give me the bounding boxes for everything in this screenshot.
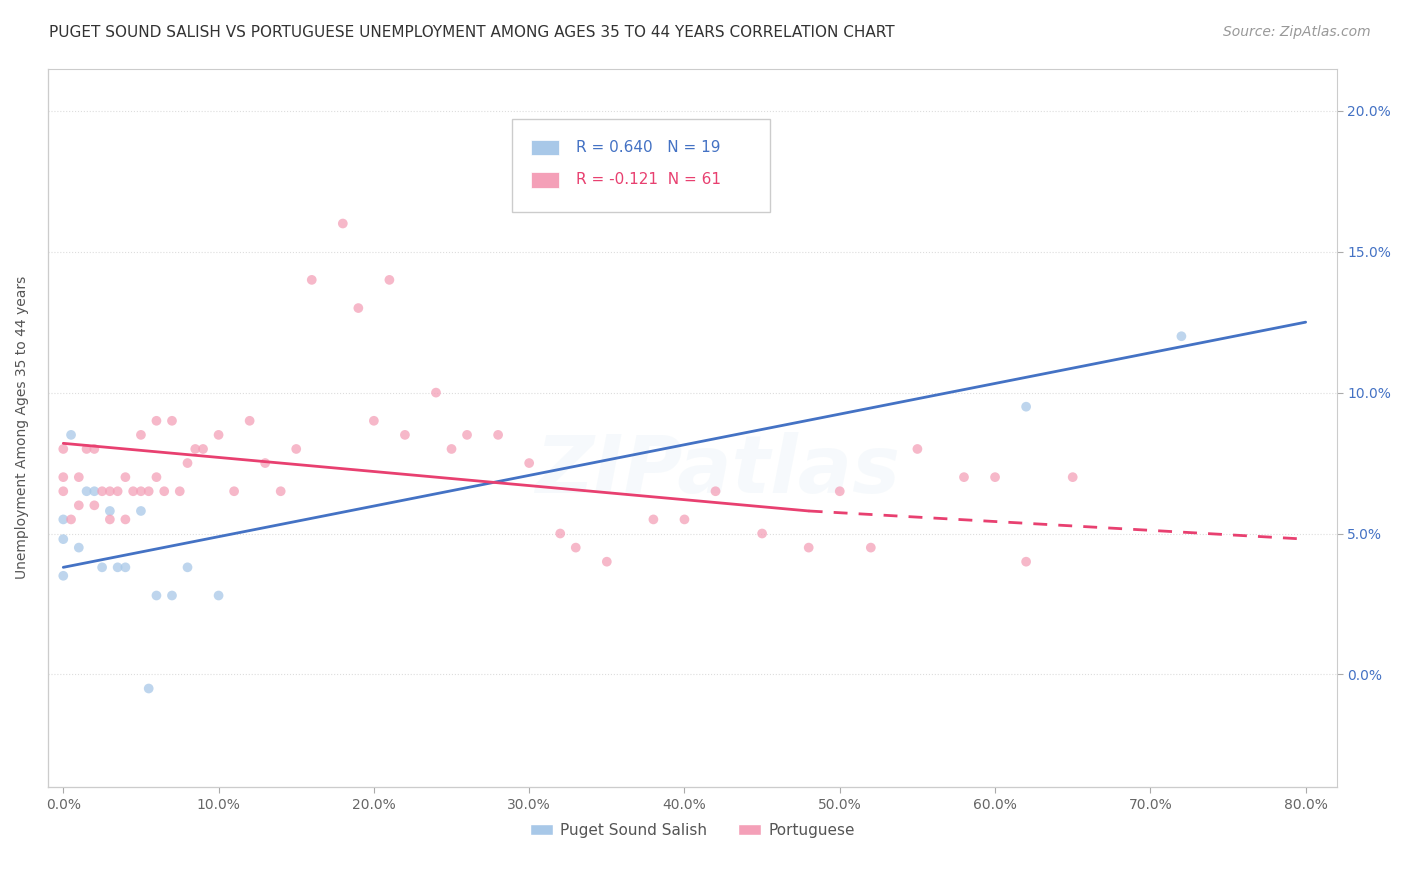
Point [1015,400,1038,414]
Point [254,456,277,470]
Point [114,560,136,574]
Point [129,428,152,442]
Point [67,499,90,513]
Point [169,484,191,499]
Point [984,470,1007,484]
Text: PUGET SOUND SALISH VS PORTUGUESE UNEMPLOYMENT AMONG AGES 35 TO 44 YEARS CORRELAT: PUGET SOUND SALISH VS PORTUGUESE UNEMPLO… [49,25,894,40]
Point [239,414,262,428]
Legend: Puget Sound Salish, Portuguese: Puget Sound Salish, Portuguese [523,817,860,844]
Point [859,541,882,555]
Point [797,541,820,555]
Point [138,484,160,499]
FancyBboxPatch shape [512,119,769,212]
Point [548,526,571,541]
Point [270,484,292,499]
Point [52,484,75,499]
Point [52,442,75,456]
Point [378,273,401,287]
Point [83,499,105,513]
Point [153,484,176,499]
Point [363,414,385,428]
Point [751,526,773,541]
Point [114,470,136,484]
Point [394,428,416,442]
Text: Source: ZipAtlas.com: Source: ZipAtlas.com [1223,25,1371,39]
Point [425,385,447,400]
Point [347,301,370,315]
Point [138,681,160,696]
Point [704,484,727,499]
FancyBboxPatch shape [531,140,560,155]
Point [83,442,105,456]
Point [83,484,105,499]
Point [76,484,98,499]
Point [176,560,198,574]
Point [98,504,121,518]
Point [176,456,198,470]
Point [596,555,619,569]
Point [67,541,90,555]
Point [1015,555,1038,569]
Point [52,568,75,582]
Y-axis label: Unemployment Among Ages 35 to 44 years: Unemployment Among Ages 35 to 44 years [15,277,30,580]
Point [332,217,354,231]
Point [565,541,588,555]
Point [98,512,121,526]
Point [91,560,114,574]
Point [52,512,75,526]
Point [905,442,928,456]
Point [76,442,98,456]
Point [517,456,540,470]
Point [440,442,463,456]
Point [145,414,167,428]
FancyBboxPatch shape [531,172,560,188]
Point [122,484,145,499]
Point [953,470,976,484]
Point [107,484,129,499]
Point [67,470,90,484]
Point [91,484,114,499]
Point [60,512,83,526]
Point [145,470,167,484]
Text: R = -0.121  N = 61: R = -0.121 N = 61 [576,172,721,187]
Text: ZIPatlas: ZIPatlas [536,432,900,510]
Point [129,484,152,499]
Point [643,512,665,526]
Point [160,589,183,603]
Point [285,442,308,456]
Point [1062,470,1084,484]
Point [129,504,152,518]
Point [207,428,229,442]
Point [160,414,183,428]
Point [52,532,75,546]
Point [98,484,121,499]
Point [486,428,509,442]
Point [107,560,129,574]
Point [224,484,246,499]
Point [145,589,167,603]
Point [301,273,323,287]
Point [1170,329,1192,343]
Point [828,484,851,499]
Point [60,428,83,442]
Point [114,512,136,526]
Point [191,442,214,456]
Point [673,512,696,526]
Point [184,442,207,456]
Point [207,589,229,603]
Point [456,428,478,442]
Text: R = 0.640   N = 19: R = 0.640 N = 19 [576,140,721,155]
Point [52,470,75,484]
